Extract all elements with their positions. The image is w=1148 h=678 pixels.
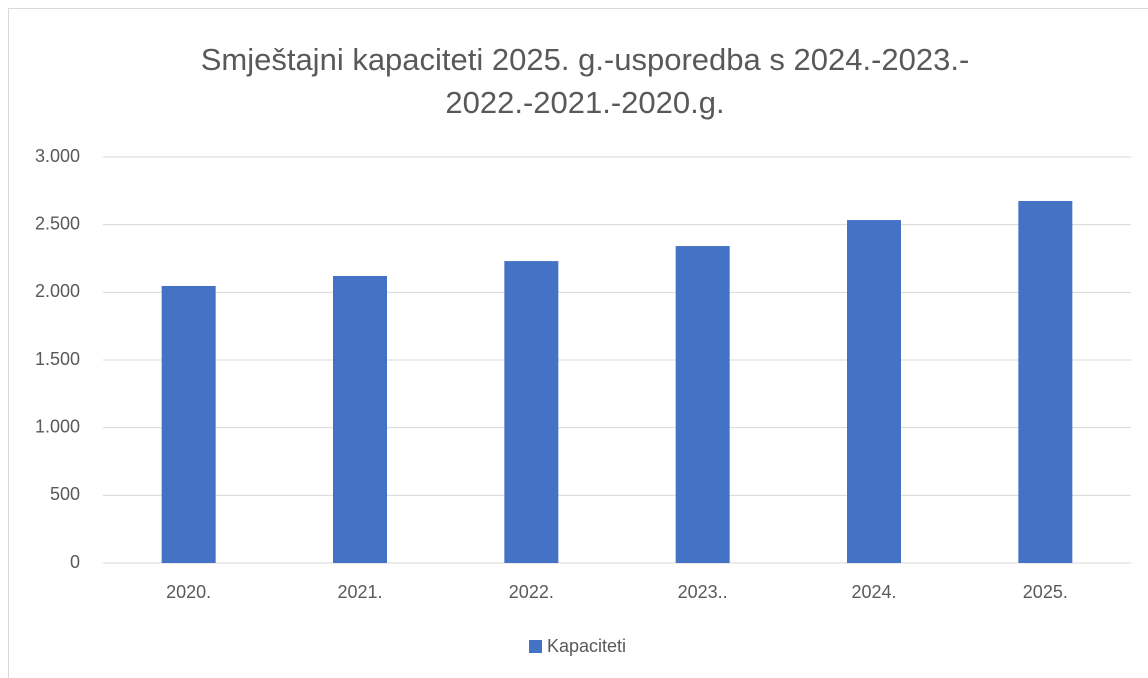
legend-label: Kapaciteti	[547, 636, 626, 656]
x-tick-label: 2023..	[678, 582, 728, 602]
bar	[504, 261, 559, 563]
y-tick-label: 3.000	[35, 146, 80, 166]
x-tick-label: 2021.	[337, 582, 382, 602]
legend-swatch	[529, 640, 542, 653]
y-tick-label: 0	[70, 552, 80, 572]
y-tick-label: 1.500	[35, 349, 80, 369]
chart-title: 2022.-2021.-2020.g.	[445, 85, 724, 120]
bar	[847, 220, 901, 563]
x-tick-label: 2020.	[166, 582, 211, 602]
x-tick-label: 2025.	[1023, 582, 1068, 602]
chart-border	[8, 8, 1148, 678]
x-tick-label: 2022.	[509, 582, 554, 602]
y-tick-label: 2.000	[35, 281, 80, 301]
bar	[675, 246, 730, 564]
y-tick-label: 1.000	[35, 416, 80, 436]
bar	[161, 285, 216, 563]
x-tick-label: 2024.	[851, 582, 896, 602]
bar	[1018, 200, 1073, 563]
y-tick-label: 2.500	[35, 213, 80, 233]
chart-title: Smještajni kapaciteti 2025. g.-usporedba…	[201, 42, 970, 77]
y-tick-label: 500	[50, 484, 80, 504]
bar	[333, 275, 387, 563]
